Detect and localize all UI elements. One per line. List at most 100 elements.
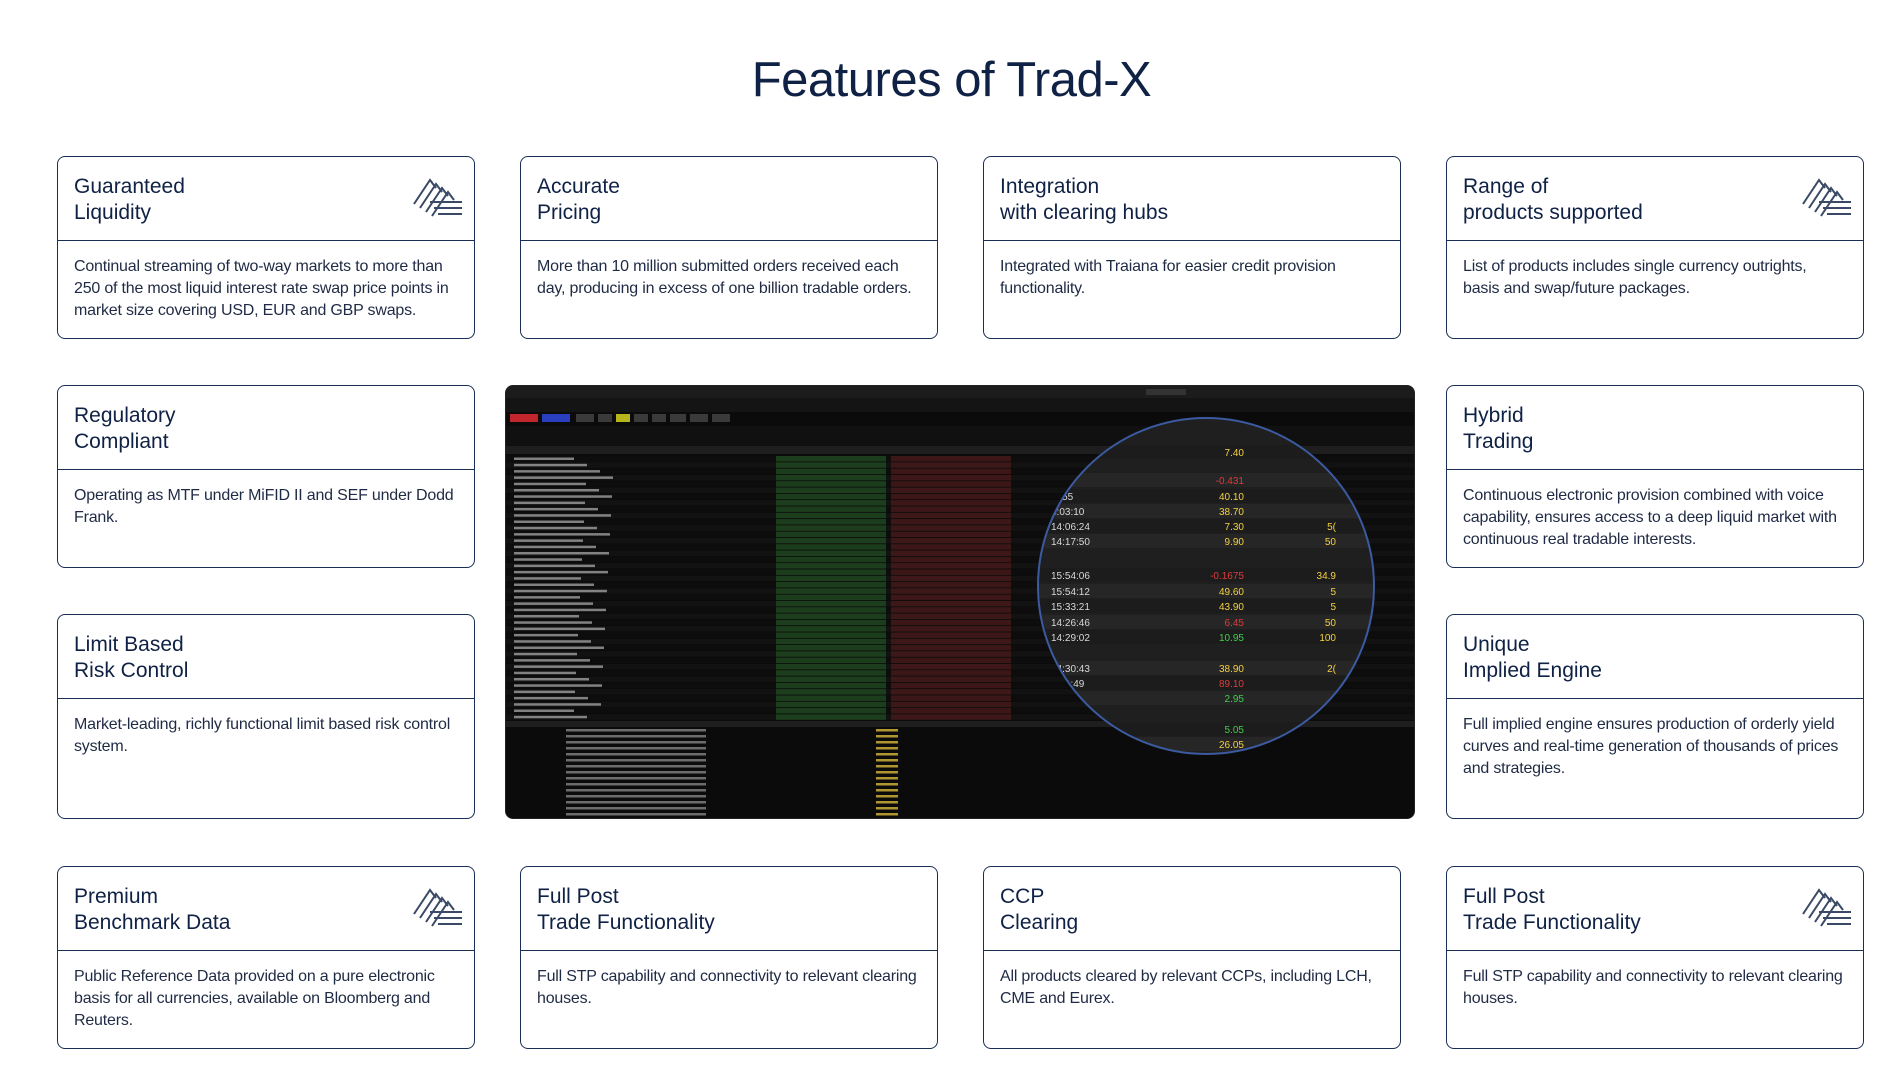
card-header: CCP Clearing [984,867,1400,951]
lens-row [1038,489,1374,503]
offer-cell [891,613,1011,619]
offer-cell [891,619,1011,626]
instrument-text [514,646,604,649]
blotter-rate [876,795,898,798]
card-title: Limit Based Risk Control [74,633,189,682]
lens-row [1038,630,1374,644]
lens-row [1038,676,1374,690]
trad-x-logo-icon [413,888,462,927]
blotter-row [566,765,706,768]
lens-price: 38.90 [1219,664,1244,675]
card-description: List of products includes single currenc… [1463,258,1807,297]
card-title: Range of products supported [1463,175,1643,224]
blotter-row [566,801,706,804]
blotter-rate [876,741,898,744]
lens-time: 15:54:12 [1051,587,1090,598]
offer-cell [891,638,1011,645]
offer-cell [891,500,1011,506]
card-title: Unique Implied Engine [1463,633,1602,682]
card-title: Integration with clearing hubs [1000,175,1169,224]
bid-cell [776,531,886,538]
instrument-text [514,489,599,492]
instrument-text [514,703,601,706]
lens-price: 7.40 [1225,448,1245,459]
bid-cell [776,468,886,475]
offer-cell [891,550,1011,556]
bid-cell [776,714,886,720]
card-description: Full implied engine ensures production o… [1463,716,1839,777]
instrument-text [514,533,610,536]
lens-row [1038,534,1374,548]
card-description: Continual streaming of two-way markets t… [74,258,449,319]
offer-cell [891,689,1011,695]
blotter-row [566,741,706,744]
lens-price: -0.1675 [1210,571,1244,582]
bid-cell [776,456,886,462]
lens-qty: 2( [1327,664,1337,675]
offer-cell [891,701,1011,708]
offer-cell [891,544,1011,550]
lens-price: 38.70 [1219,507,1244,518]
card-header: Regulatory Compliant [58,386,474,470]
lens-row [1038,691,1374,705]
lens-time: 14:06:24 [1051,522,1090,533]
bid-cell [776,569,886,575]
blotter-rate [876,735,898,738]
offer-cell [891,708,1011,714]
blotter-row [566,747,706,750]
lens-price: -0.431 [1216,476,1245,487]
offer-cell [891,600,1011,607]
card-header: Integration with clearing hubs [984,157,1400,241]
lens-price: 2.95 [1225,694,1245,705]
instrument-text [514,552,609,555]
blotter-rate [876,807,898,810]
bid-cell [776,670,886,676]
card-header: Unique Implied Engine [1447,615,1863,699]
trading-screen-image: 7.40.10-0.431.8:5540.104:03:1038.7014:06… [505,385,1415,819]
lens-time: 14:30:43 [1051,664,1090,675]
feature-card-accurate-pricing: Accurate Pricing More than 10 million su… [520,156,938,339]
blotter-row [566,777,706,780]
offer-cell [891,519,1011,525]
instrument-text [514,545,596,549]
lens-qty: 5 [1330,587,1336,598]
blotter-rate [876,759,898,762]
lens-price: 89.10 [1219,679,1244,690]
offer-cell [891,506,1011,512]
card-description: Public Reference Data provided on a pure… [74,968,435,1029]
instrument-text [514,596,580,599]
blotter-row [566,753,706,756]
bid-cell [776,594,886,601]
lens-price: 5.05 [1225,725,1245,736]
bid-cell [776,537,886,544]
offer-cell [891,556,1011,563]
bid-cell [776,613,886,619]
offer-cell [891,588,1011,594]
blotter-row [566,729,706,732]
blotter-rate [876,753,898,756]
bid-cell [776,556,886,563]
instrument-text [514,482,586,486]
instrument-text [514,539,583,542]
offer-cell [891,657,1011,664]
bid-cell [776,588,886,594]
instrument-text [514,608,606,612]
instrument-text [514,633,578,637]
feature-card-hybrid-trading: Hybrid Trading Continuous electronic pro… [1446,385,1864,568]
bid-cell [776,695,886,701]
bid-cell [776,481,886,487]
instrument-text [514,495,612,498]
bid-cell [776,632,886,638]
bid-cell [776,519,886,525]
instrument-text [514,665,603,668]
lens-time: 14:29:02 [1051,633,1090,644]
blotter-rate [876,789,898,792]
lens-row [1038,504,1374,518]
instrument-text [514,671,576,675]
blotter-row [566,735,706,738]
feature-card-full-post-trade-2: Full Post Trade Functionality Full STP c… [1446,866,1864,1049]
bid-cell [776,708,886,714]
bid-cell [776,575,886,582]
trad-x-logo-icon [1802,888,1851,927]
lens-price: 49.60 [1219,587,1244,598]
